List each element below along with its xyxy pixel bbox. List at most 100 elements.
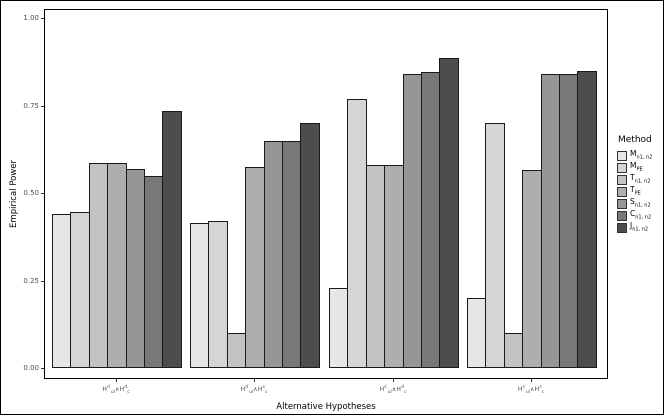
bar-group [52, 110, 182, 368]
legend-label-main: J [630, 221, 633, 231]
bar [162, 110, 182, 368]
bar-group [190, 123, 320, 368]
legend-label: Mn1, n2 [630, 149, 652, 163]
legend-label-subscript: n1, n2 [634, 178, 651, 185]
legend-key-swatch [617, 211, 627, 221]
bar [577, 70, 597, 368]
legend-key-swatch [617, 163, 627, 173]
x-category-label-part: H [517, 386, 523, 393]
legend-item: Mn1, n2 [617, 149, 652, 163]
legend-label-subscript: PE [634, 190, 641, 197]
legend-key-swatch [617, 223, 627, 233]
x-category-label-part: c [264, 390, 268, 396]
legend-label-main: M [630, 149, 637, 159]
legend-key-swatch [617, 175, 627, 185]
legend-key-swatch [617, 199, 627, 209]
x-category-label-part: d′ [245, 385, 250, 390]
legend-label-main: M [630, 161, 637, 171]
x-category-label-part: H [534, 386, 540, 393]
bar [384, 165, 404, 368]
legend-item: MPE [617, 161, 652, 175]
y-tick-label: 0.25 [23, 276, 39, 285]
x-category-label-part: H [102, 386, 108, 393]
y-tick-label: 0.50 [23, 189, 39, 197]
bar [467, 298, 487, 368]
x-category-label-part: ul [249, 390, 254, 396]
legend-label-main: C [630, 209, 636, 219]
x-category-label-part: d [401, 385, 404, 390]
bar [365, 165, 386, 368]
legend-item: TPE [617, 185, 652, 199]
legend-label-subscript: n1, n2 [632, 226, 649, 233]
legend-key-swatch [617, 187, 627, 197]
y-tick-mark [41, 368, 44, 369]
legend-item: Jn1, n2 [617, 221, 652, 235]
bar [208, 221, 228, 368]
bar [522, 170, 542, 368]
legend-label: Tn1, n2 [630, 173, 650, 187]
x-tick-mark [115, 379, 117, 382]
legend-label-subscript: PE [636, 166, 643, 173]
x-category-label-part: c [403, 390, 407, 396]
x-category-label-part: H [119, 386, 125, 393]
x-category-label-part: H [257, 386, 263, 393]
x-axis-title: Alternative Hypotheses [276, 402, 376, 412]
legend-key-swatch [617, 151, 627, 161]
x-category-label-part: H [379, 386, 385, 393]
bar [347, 98, 367, 368]
x-tick-mark [253, 379, 255, 382]
x-category-label: Hd′ul∧Hdc [51, 385, 181, 395]
legend: Mn1, n2 MPE Tn1, n2 TPE Sn1, n2 Cn1, n2 Jn1, n… [617, 149, 652, 235]
y-tick-mark [41, 280, 44, 282]
x-category-label-part: s [539, 385, 542, 390]
legend-label-subscript: n1, n2 [636, 154, 653, 161]
bar [540, 74, 560, 368]
x-category-label-part: ul [387, 390, 392, 396]
bar [125, 168, 145, 368]
legend-title: Method [618, 135, 652, 145]
bar [52, 214, 72, 368]
x-category-label-part: c [541, 390, 545, 396]
x-category-label-part: c [127, 390, 130, 396]
legend-label: Jn1, n2 [630, 221, 648, 235]
legend-item: Sn1, n2 [617, 197, 652, 211]
bar [300, 123, 320, 368]
x-category-label-part: s′ [522, 385, 526, 390]
bar [281, 140, 302, 368]
y-tick-label: 1.00 [23, 14, 39, 22]
x-category-label-part: ul [525, 390, 531, 396]
y-tick-label: 0.75 [23, 101, 39, 110]
legend-label-main: T [630, 185, 635, 195]
x-category-label: Hd′ul∧Hsc [189, 385, 319, 395]
bar [503, 333, 524, 368]
x-category-label-part: ∧ [530, 386, 535, 393]
bar [329, 287, 349, 368]
legend-label: Sn1, n2 [630, 197, 651, 211]
bar [70, 212, 90, 368]
x-category-label-part: s′ [384, 385, 388, 390]
bar [190, 222, 210, 368]
y-tick-mark [41, 105, 44, 107]
bar [107, 163, 127, 368]
legend-item: Cn1, n2 [617, 209, 652, 222]
legend-label: MPE [630, 161, 643, 175]
bar [558, 74, 579, 368]
x-category-label-part: ul [110, 390, 116, 396]
x-category-label-part: ∧ [115, 386, 120, 393]
legend-label-subscript: n1, n2 [634, 202, 651, 209]
bar-group [329, 58, 459, 368]
bar [88, 163, 109, 368]
y-tick-label: 0.00 [23, 364, 39, 372]
x-tick-mark [392, 379, 394, 382]
y-tick-mark [41, 193, 44, 194]
bar [420, 72, 441, 368]
x-category-label-part: d′ [107, 385, 111, 390]
x-category-label-part: H [396, 386, 402, 393]
legend-label-subscript: n1, n2 [635, 214, 652, 221]
legend-label-main: T [630, 173, 635, 183]
plot-panel [44, 9, 608, 379]
legend-label: TPE [630, 185, 641, 199]
x-tick-mark [530, 379, 532, 382]
x-category-label-part: d [124, 385, 128, 390]
